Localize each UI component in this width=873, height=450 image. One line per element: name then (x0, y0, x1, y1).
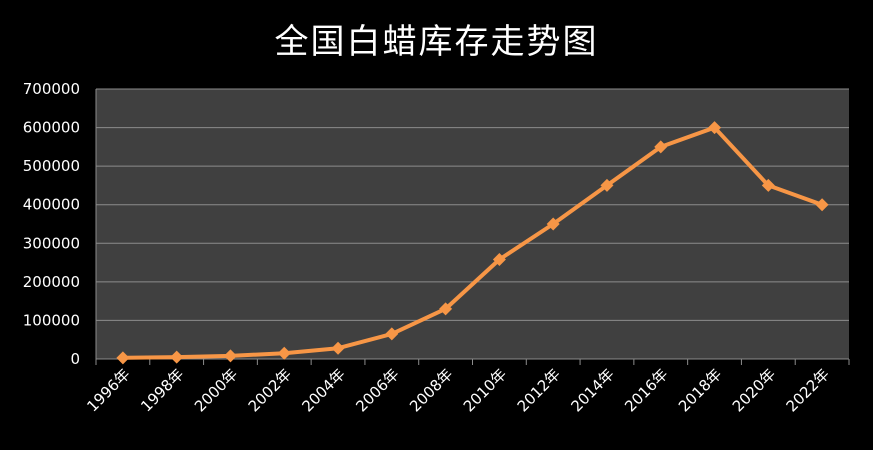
x-tick-label: 2012年 (514, 365, 564, 415)
x-tick-label: 2008年 (406, 365, 456, 415)
x-tick-label: 2006年 (352, 365, 402, 415)
x-tick-label: 2000年 (191, 365, 241, 415)
x-tick-label: 2020年 (729, 365, 779, 415)
data-point-marker (277, 346, 291, 360)
data-point-marker (546, 217, 560, 231)
x-tick-label: 1998年 (137, 365, 187, 415)
x-tick-label: 2022年 (783, 365, 833, 415)
data-point-marker (492, 252, 506, 266)
y-tick-label: 700000 (23, 80, 80, 98)
data-point-marker (815, 198, 829, 212)
y-tick-label: 500000 (23, 157, 80, 175)
x-tick-label: 2018年 (675, 365, 725, 415)
data-point-marker (116, 351, 130, 365)
series-line (122, 125, 823, 360)
data-point-marker (385, 327, 399, 341)
y-tick-label: 100000 (23, 311, 80, 329)
y-tick-label: 600000 (23, 119, 80, 137)
chart-title: 全国白蜡库存走势图 (274, 22, 599, 62)
y-tick-label: 300000 (23, 234, 80, 252)
x-tick-label: 2016年 (621, 365, 671, 415)
x-tick-label: 1996年 (83, 365, 133, 415)
data-point-marker (223, 349, 237, 363)
data-point-marker (439, 302, 453, 316)
x-tick-label: 2002年 (245, 365, 295, 415)
plot-area (96, 89, 849, 359)
data-point-marker (600, 178, 614, 192)
y-tick-label: 200000 (23, 273, 80, 291)
y-tick-label: 400000 (23, 196, 80, 214)
y-tick-label: 0 (70, 350, 80, 368)
data-point-marker (654, 140, 668, 154)
data-point-marker (708, 121, 722, 135)
x-tick-label: 2010年 (460, 365, 510, 415)
data-point-marker (170, 350, 184, 364)
data-point-marker (761, 178, 775, 192)
x-tick-label: 2004年 (299, 365, 349, 415)
x-tick-label: 2014年 (567, 365, 617, 415)
data-point-marker (331, 341, 345, 355)
